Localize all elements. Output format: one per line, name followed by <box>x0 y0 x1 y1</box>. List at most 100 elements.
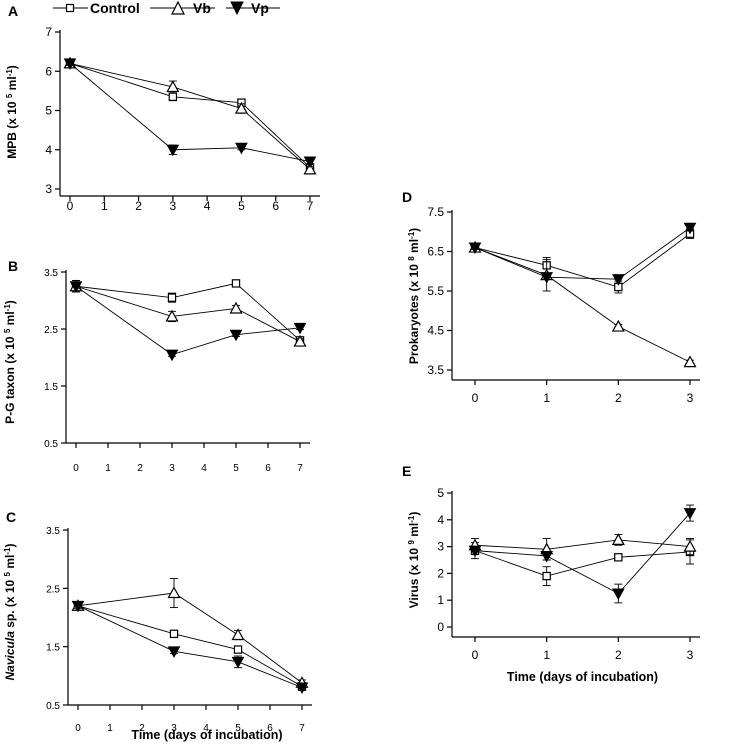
y-tick-label: 4.5 <box>427 324 444 338</box>
y-tick-label: 5 <box>45 104 52 118</box>
y-tick-label: 3 <box>437 540 444 554</box>
x-tick-label: 6 <box>265 463 271 474</box>
y-axis-title-part: ) <box>407 512 421 516</box>
data-point-triangle-down <box>293 322 307 335</box>
data-point-triangle-up <box>231 628 245 641</box>
data-point-square <box>169 629 179 639</box>
series-line <box>69 63 311 162</box>
data-point-triangle-up <box>303 162 317 175</box>
data-point-triangle-up <box>229 301 243 314</box>
series-vp <box>63 58 317 169</box>
y-axis-title-part: ml <box>5 76 19 93</box>
series-vp <box>71 600 309 695</box>
x-tick-label: 3 <box>171 723 177 734</box>
series-vb <box>468 240 697 368</box>
y-axis-title-part: -1 <box>407 515 416 523</box>
series-line <box>69 62 311 168</box>
data-point-triangle-down <box>295 682 309 695</box>
panel-c: C 0.5 1.5 2.5 3.5 0 1 2 3 4 5 6 7 Navicula sp. (x 10 … <box>3 509 312 734</box>
x-tick-label: 4 <box>204 199 211 213</box>
y-axis-title-part: -1 <box>407 231 416 239</box>
x-tick-label: 3 <box>169 463 175 474</box>
y-axis-title-part: 5 <box>3 571 12 576</box>
series-line <box>474 539 691 550</box>
y-tick-label: 4 <box>437 513 444 527</box>
y-axis-title-part: -1 <box>3 304 12 312</box>
series-vp <box>468 222 697 286</box>
legend-item-vb: Vb <box>150 0 215 16</box>
x-tick-label: 4 <box>203 723 209 734</box>
triangle-down-marker-icon <box>230 1 244 16</box>
series-line <box>77 605 303 688</box>
x-tick-label: 2 <box>615 391 622 405</box>
panel-label: E <box>402 463 411 479</box>
y-axis-title: Prokaryotes (x 10 8 ml-1) <box>407 228 422 364</box>
x-tick-label: 7 <box>307 199 314 213</box>
data-point-triangle-down <box>69 281 83 293</box>
y-tick-label: 2 <box>437 566 444 580</box>
x-tick-label: 1 <box>101 199 108 213</box>
data-point-square <box>231 279 241 288</box>
panel-label: B <box>8 258 18 274</box>
x-tick-label: 0 <box>73 463 79 474</box>
x-tick-label: 1 <box>543 391 550 405</box>
data-point-triangle-down <box>303 156 317 169</box>
y-axis-title-part: ) <box>3 300 17 304</box>
series-vp <box>69 280 307 362</box>
y-axis-title-part: ) <box>407 228 421 232</box>
y-axis-title-part: ml <box>3 311 17 328</box>
data-point-triangle-up <box>234 101 248 114</box>
data-point-triangle-down <box>683 222 697 235</box>
y-tick-label: 3.5 <box>427 363 444 377</box>
y-tick-label: 4 <box>45 143 52 157</box>
triangle-up-marker-icon <box>171 0 185 15</box>
series-vb <box>71 577 309 688</box>
x-tick-label: 7 <box>297 463 303 474</box>
data-point-triangle-up <box>683 539 697 552</box>
data-point-triangle-down <box>71 600 85 613</box>
y-axis-title: Navicula sp. (x 10 5 ml-1) <box>3 544 18 681</box>
y-axis-title-part: ) <box>3 544 17 548</box>
panel-a: A 3 4 5 6 7 0 1 2 3 4 5 6 7 MPB (x 10 5 ml-1) <box>5 3 320 213</box>
data-point-triangle-down <box>611 588 625 601</box>
series-line <box>474 512 691 595</box>
legend-item-control: Control <box>53 0 140 16</box>
legend: Control Vb Vp <box>53 0 280 16</box>
y-axis-title-part: ) <box>5 65 19 69</box>
series-vb <box>468 533 697 561</box>
series-line <box>474 247 691 363</box>
series-line <box>77 592 303 684</box>
series-control <box>71 279 305 345</box>
series-control <box>65 59 315 172</box>
y-axis-title-part: 5 <box>5 93 14 98</box>
y-tick-label: 0 <box>437 620 444 634</box>
x-tick-label: 5 <box>233 463 239 474</box>
series-line <box>75 285 301 342</box>
panel-label: D <box>402 189 412 205</box>
series-control <box>470 228 695 294</box>
y-tick-label: 3.5 <box>46 526 60 537</box>
data-point-triangle-down <box>540 272 554 284</box>
data-point-triangle-down <box>611 274 625 286</box>
data-point-triangle-down <box>166 144 180 157</box>
y-axis-title-part: 9 <box>407 540 416 545</box>
data-point-triangle-up <box>166 80 180 93</box>
panel-label: A <box>8 3 18 19</box>
legend-label-vb: Vb <box>193 0 211 16</box>
data-point-triangle-up <box>611 319 625 332</box>
x-tick-label: 1 <box>107 723 113 734</box>
data-point-triangle-down <box>683 508 697 520</box>
y-tick-label: 6 <box>45 64 52 78</box>
y-axis-title: MPB (x 10 5 ml-1) <box>5 65 20 159</box>
x-tick-label: 5 <box>238 199 245 213</box>
y-axis-title-part: Virus (x 10 <box>407 545 421 609</box>
y-axis-title-part: P-G taxon (x 10 <box>3 333 17 424</box>
x-tick-label: 0 <box>75 723 81 734</box>
x-tick-label: 1 <box>543 648 550 662</box>
data-point-triangle-down <box>63 58 77 70</box>
y-axis-title-part: sp. (x 10 <box>3 576 17 631</box>
series-vp <box>468 504 697 604</box>
legend-item-vp: Vp <box>226 0 280 16</box>
x-tick-label: 0 <box>472 391 479 405</box>
